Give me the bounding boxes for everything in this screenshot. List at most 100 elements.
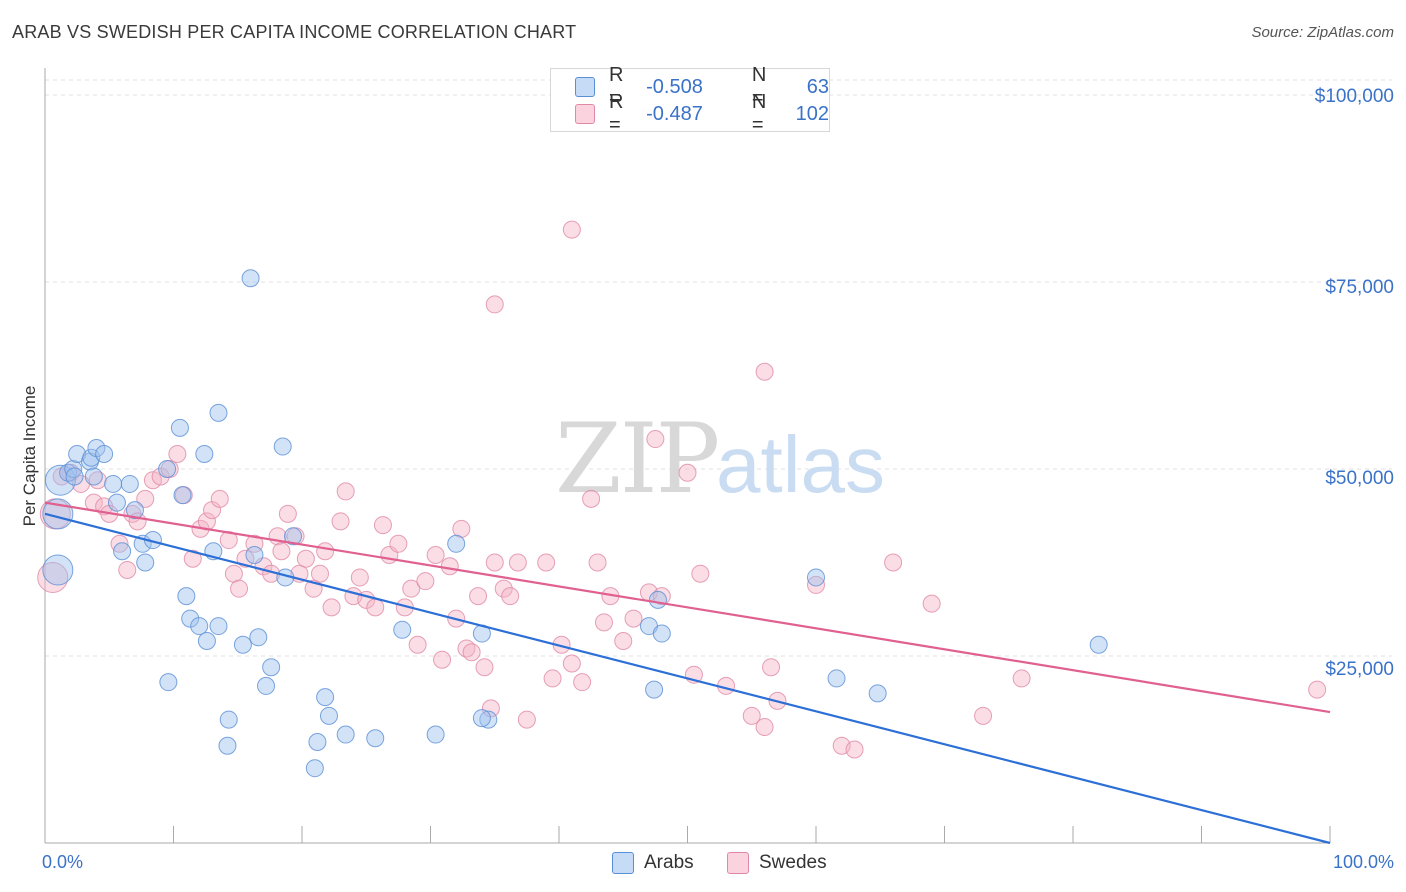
swede-point	[402, 579, 421, 598]
arab-point	[447, 534, 466, 553]
arab-point	[120, 474, 139, 493]
swede-point	[230, 579, 249, 598]
swede-point	[678, 463, 697, 482]
y-tick-label: $50,000	[1325, 468, 1394, 489]
swede-point	[624, 609, 643, 628]
swede-point	[582, 489, 601, 508]
swede-point	[452, 519, 471, 538]
swede-point	[210, 489, 229, 508]
arab-point	[868, 684, 887, 703]
swede-point	[183, 549, 202, 568]
legend-label: Arabs	[644, 852, 694, 873]
chart-source: Source: ZipAtlas.com	[1251, 24, 1394, 41]
arab-point	[233, 635, 252, 654]
arab-point	[245, 546, 264, 565]
swede-point	[469, 587, 488, 606]
arab-point	[472, 709, 491, 728]
swede-point	[316, 542, 335, 561]
y-tick-label: $100,000	[1314, 86, 1394, 107]
arab-point	[284, 527, 303, 546]
legend-item-arabs[interactable]: Arabs	[612, 852, 694, 874]
swede-point	[110, 534, 129, 553]
arab-point	[173, 486, 192, 505]
arab-point	[197, 632, 216, 651]
arab-point	[393, 620, 412, 639]
arab-point	[1089, 635, 1108, 654]
arab-point	[262, 658, 281, 677]
arab-point	[159, 673, 178, 692]
swede-point	[1308, 680, 1327, 699]
arab-trend-line	[44, 512, 1331, 845]
swede-point	[426, 546, 445, 565]
legend-item-swedes[interactable]: Swedes	[727, 852, 827, 874]
legend-r-label: R =	[608, 64, 624, 109]
arab-point	[84, 467, 103, 486]
legend-swatch	[575, 77, 595, 97]
arab-point	[170, 418, 189, 437]
swede-point	[373, 516, 392, 535]
arab-point	[648, 590, 667, 609]
arab-point	[113, 542, 132, 561]
swede-point	[588, 553, 607, 572]
arab-point	[316, 688, 335, 707]
chart-title: ARAB VS SWEDISH PER CAPITA INCOME CORREL…	[12, 22, 577, 42]
legend-n-value: 102	[795, 102, 829, 125]
arab-point	[336, 725, 355, 744]
swede-point	[974, 706, 993, 725]
arab-point	[652, 624, 671, 643]
arab-point	[426, 725, 445, 744]
stats-legend: R = -0.508 N = 63 R = -0.487 N = 102	[550, 64, 830, 136]
swede-point	[691, 564, 710, 583]
swede-point	[462, 643, 481, 662]
swede-point	[272, 542, 291, 561]
swede-point	[755, 362, 774, 381]
swede-point	[884, 553, 903, 572]
swede-point	[336, 482, 355, 501]
arab-point	[95, 445, 114, 464]
legend-row-swedes: R = -0.487 N = 102	[575, 91, 829, 136]
arab-point	[190, 617, 209, 636]
swede-point	[322, 598, 341, 617]
legend-n-value: 63	[806, 75, 829, 98]
watermark-atlas: atlas	[716, 420, 885, 509]
arab-point	[209, 617, 228, 636]
series-arabs	[42, 269, 1108, 778]
arab-point	[305, 759, 324, 778]
swede-point	[543, 669, 562, 688]
x-tick-label: 0.0%	[42, 852, 84, 872]
arab-point	[177, 587, 196, 606]
swede-point	[366, 598, 385, 617]
arab-point	[827, 669, 846, 688]
y-tick-label: $25,000	[1325, 659, 1394, 680]
legend-r-value: -0.487	[646, 102, 703, 125]
swede-point	[562, 220, 581, 239]
swede-point	[485, 553, 504, 572]
swede-point	[755, 718, 774, 737]
arab-point	[241, 269, 260, 288]
arab-point	[104, 474, 123, 493]
swede-point	[118, 560, 137, 579]
axes	[44, 68, 1331, 844]
swede-point	[573, 673, 592, 692]
swede-point	[278, 504, 297, 523]
swede-point	[416, 572, 435, 591]
swede-point	[501, 587, 520, 606]
x-tick-label: 100.0%	[1332, 852, 1394, 872]
arab-point	[125, 501, 144, 520]
watermark: ZIP atlas	[555, 403, 885, 515]
swede-point	[1012, 669, 1031, 688]
swede-point	[440, 557, 459, 576]
legend-swatch	[727, 852, 749, 874]
arab-point	[366, 729, 385, 748]
arab-point	[308, 733, 327, 752]
swede-point	[922, 594, 941, 613]
arab-point	[219, 710, 238, 729]
swede-point	[310, 564, 329, 583]
arab-point	[209, 403, 228, 422]
swede-point	[350, 568, 369, 587]
arab-point	[158, 459, 177, 478]
swede-point	[537, 553, 556, 572]
legend-r-value: -0.508	[646, 75, 703, 98]
arab-point	[181, 609, 200, 628]
arab-point	[807, 568, 825, 587]
